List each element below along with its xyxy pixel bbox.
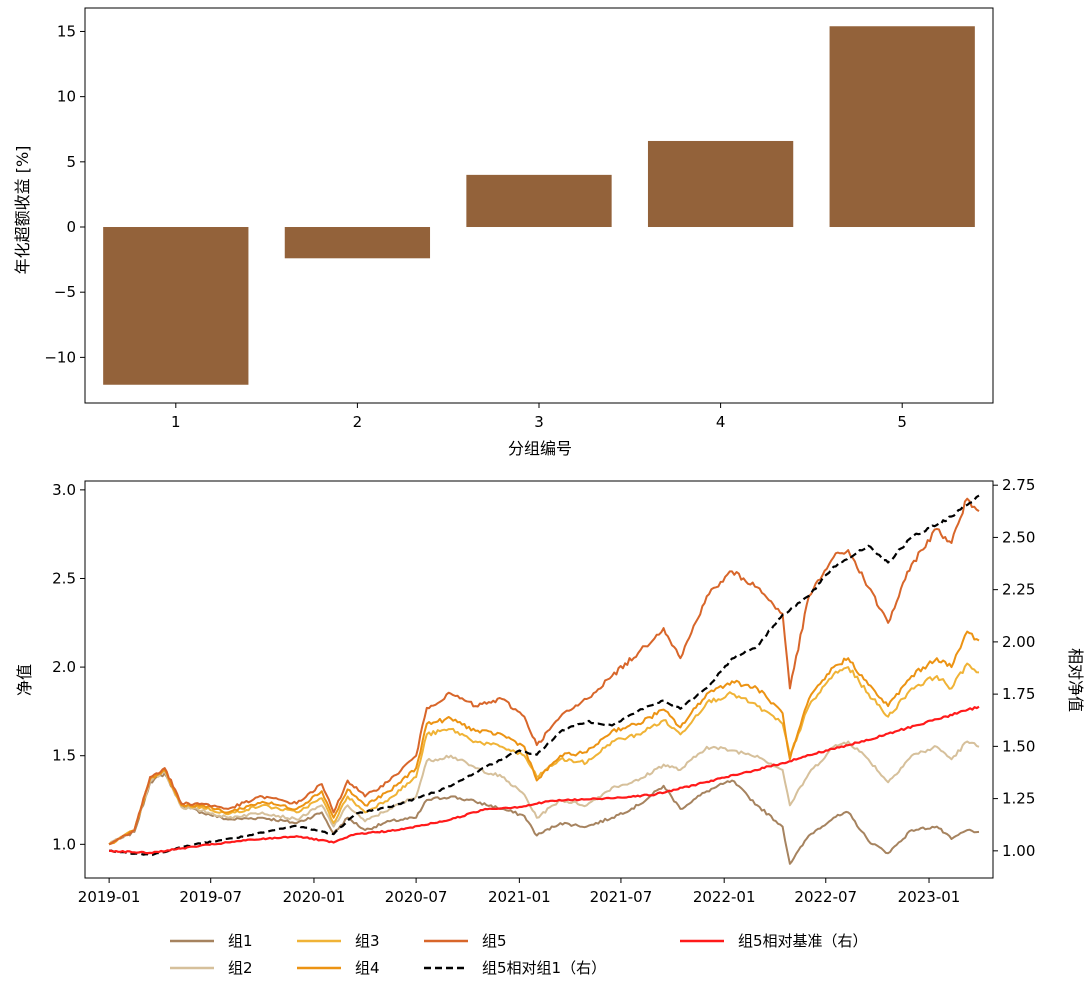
bar-x-tick-label: 1	[171, 413, 181, 431]
bar-y-tick-label: 0	[66, 218, 76, 236]
line-x-axis: 2019-01 2019-07 2020-01 2020-07 2021-01 2021-…	[78, 878, 961, 906]
bar-x-label: 分组编号	[508, 439, 572, 458]
line-x-tick-label: 2022-07	[794, 888, 857, 906]
right-y-tick-label: 2.00	[1002, 633, 1035, 651]
line-x-tick-label: 2023-01	[898, 888, 961, 906]
line-y-axis-left: 1.0 1.5 2.0 2.5 3.0	[52, 481, 85, 853]
bar-4	[647, 140, 794, 228]
series-line-6	[109, 494, 980, 857]
legend-label: 组5	[482, 932, 507, 950]
bar-2	[284, 227, 431, 259]
bar-y-tick-label: −10	[44, 348, 76, 366]
bar-x-tick-label: 2	[353, 413, 363, 431]
line-x-tick-label: 2020-07	[385, 888, 448, 906]
line-series-group	[108, 494, 980, 865]
right-y-tick-label: 2.25	[1002, 581, 1035, 599]
line-x-tick-label: 2019-01	[78, 888, 141, 906]
left-y-tick-label: 1.5	[52, 747, 76, 765]
legend-label: 组3	[355, 932, 380, 950]
bar-y-tick-label: 5	[66, 153, 76, 171]
bar-group	[103, 26, 975, 385]
series-line-1	[108, 772, 980, 865]
bar-y-tick-label: −5	[54, 283, 76, 301]
right-y-tick-label: 1.75	[1002, 685, 1035, 703]
line-y-label-right: 相对净值	[1066, 648, 1085, 712]
left-y-tick-label: 3.0	[52, 481, 76, 499]
legend-label: 组1	[228, 932, 253, 950]
line-chart-panel: 1.0 1.5 2.0 2.5 3.0 1.00 1.25 1.50 1.75 2.00 2.25…	[15, 476, 1085, 906]
line-y-axis-right: 1.00 1.25 1.50 1.75 2.00 2.25 2.50 2.75	[993, 476, 1035, 860]
series-line-7	[109, 705, 980, 855]
legend-label: 组2	[228, 959, 253, 977]
bar-x-tick-label: 3	[534, 413, 544, 431]
bar-x-axis: 1 2 3 4 5	[171, 403, 907, 431]
bar-x-tick-label: 5	[897, 413, 907, 431]
series-line-2	[108, 740, 980, 845]
bar-y-axis: −10 −5 0 5 10 15	[44, 22, 85, 366]
legend: 组1 组2 组3 组4 组5 组5相对组1（右） 组5相对基准（右）	[170, 932, 868, 977]
right-y-tick-label: 1.00	[1002, 842, 1035, 860]
series-line-5	[108, 497, 980, 846]
left-y-tick-label: 2.5	[52, 569, 76, 587]
right-y-tick-label: 2.75	[1002, 476, 1035, 494]
line-y-label-left: 净值	[15, 664, 34, 696]
legend-label: 组5相对基准（右）	[738, 932, 868, 950]
left-y-tick-label: 2.0	[52, 658, 76, 676]
bar-x-tick-label: 4	[716, 413, 726, 431]
line-chart-frame	[84, 480, 994, 879]
bar-y-tick-label: 15	[57, 22, 76, 40]
bar-3	[466, 174, 612, 228]
bar-y-tick-label: 10	[57, 88, 76, 106]
line-x-tick-label: 2022-01	[693, 888, 756, 906]
legend-label: 组5相对组1（右）	[482, 959, 606, 977]
series-line-4	[108, 630, 980, 846]
right-y-tick-label: 1.25	[1002, 790, 1035, 808]
bar-y-label: 年化超额收益 [%]	[13, 146, 32, 275]
line-x-tick-label: 2019-07	[179, 888, 242, 906]
line-x-tick-label: 2021-07	[590, 888, 653, 906]
bar-1	[103, 227, 249, 385]
bar-5	[829, 26, 975, 228]
right-y-tick-label: 2.50	[1002, 528, 1035, 546]
left-y-tick-label: 1.0	[52, 835, 76, 853]
line-x-tick-label: 2020-01	[283, 888, 346, 906]
bar-chart-panel: −10 −5 0 5 10 15 1 2 3 4 5 分组编号 年化超额收益 [%]	[13, 7, 994, 458]
right-y-tick-label: 1.50	[1002, 737, 1035, 755]
line-x-tick-label: 2021-01	[488, 888, 551, 906]
legend-label: 组4	[355, 959, 380, 977]
